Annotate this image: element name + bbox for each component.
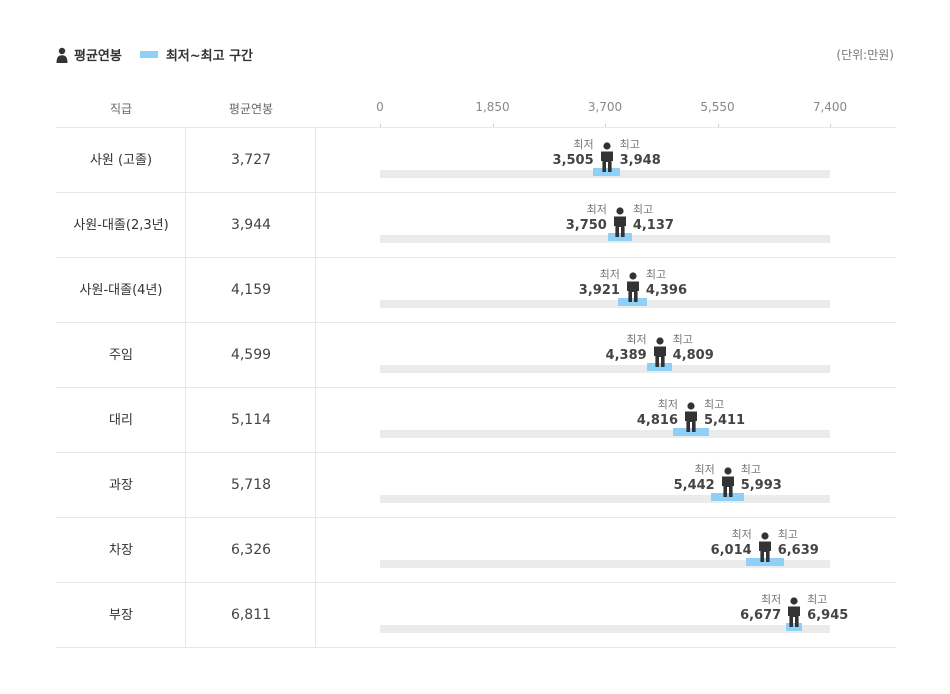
avg-salary-value: 3,727 bbox=[230, 152, 272, 168]
min-value-label: 최저 5,442 bbox=[673, 463, 715, 493]
x-tick-label: 1,850 bbox=[475, 100, 510, 114]
rank-label: 부장 bbox=[109, 608, 133, 623]
x-tick-mark bbox=[605, 124, 606, 128]
person-icon bbox=[612, 207, 628, 237]
column-divider bbox=[185, 128, 186, 648]
min-max-range-bar bbox=[710, 493, 745, 501]
unit-label: (단위:만원) bbox=[836, 48, 894, 62]
avg-salary-value: 6,811 bbox=[230, 607, 272, 623]
range-track bbox=[380, 235, 830, 243]
avg-salary-value: 4,159 bbox=[230, 282, 272, 298]
min-value-label: 최저 4,816 bbox=[636, 398, 678, 428]
min-value-label: 최저 3,750 bbox=[565, 203, 607, 233]
table-row: 사원 (고졸) 3,727 최저 3,505 최고 3,948 bbox=[56, 128, 896, 193]
min-max-range-bar bbox=[646, 363, 673, 371]
x-tick-label: 5,550 bbox=[700, 100, 735, 114]
row-divider bbox=[56, 517, 896, 518]
row-divider bbox=[56, 322, 896, 323]
person-icon bbox=[757, 532, 773, 562]
avg-salary-value: 5,718 bbox=[230, 477, 272, 493]
legend-range-label: 최저~최고 구간 bbox=[165, 49, 254, 64]
rank-label: 과장 bbox=[109, 478, 133, 493]
min-value-label: 최저 6,014 bbox=[710, 528, 752, 558]
min-max-range-bar bbox=[672, 428, 710, 436]
x-tick-mark bbox=[380, 124, 381, 128]
rank-label: 사원-대졸(2,3년) bbox=[73, 218, 169, 233]
rank-label: 대리 bbox=[109, 413, 133, 428]
min-value-label: 최저 4,389 bbox=[605, 333, 647, 363]
range-track bbox=[380, 300, 830, 308]
min-value-label: 최저 6,677 bbox=[740, 593, 782, 623]
x-tick-label: 7,400 bbox=[812, 100, 848, 114]
x-tick-label: 3,700 bbox=[587, 100, 623, 114]
range-track bbox=[380, 365, 830, 373]
min-value-label: 최저 3,505 bbox=[552, 138, 594, 168]
person-icon bbox=[720, 467, 736, 497]
person-icon bbox=[599, 142, 615, 172]
person-icon bbox=[786, 597, 802, 627]
column-divider bbox=[315, 128, 316, 648]
table-row: 주임 4,599 최저 4,389 최고 4,809 bbox=[56, 323, 896, 388]
table-row: 차장 6,326 최저 6,014 최고 6,639 bbox=[56, 518, 896, 583]
min-max-range-bar bbox=[593, 168, 621, 176]
range-track bbox=[380, 560, 830, 568]
rank-label: 사원-대졸(4년) bbox=[79, 283, 163, 298]
max-value-label: 최고 5,993 bbox=[740, 463, 782, 493]
row-divider bbox=[56, 192, 896, 193]
person-icon bbox=[683, 402, 699, 432]
range-track bbox=[380, 495, 830, 503]
table-row: 과장 5,718 최저 5,442 최고 5,993 bbox=[56, 453, 896, 518]
max-value-label: 최고 6,639 bbox=[777, 528, 819, 558]
rank-label: 사원 (고졸) bbox=[89, 153, 153, 168]
x-tick-mark bbox=[492, 124, 494, 128]
row-divider bbox=[56, 257, 896, 258]
avg-salary-value: 3,944 bbox=[230, 217, 272, 233]
avg-salary-value: 4,599 bbox=[230, 347, 272, 363]
person-icon bbox=[625, 272, 641, 302]
rank-label: 차장 bbox=[109, 543, 133, 558]
header-divider bbox=[56, 127, 896, 128]
max-value-label: 최고 3,948 bbox=[619, 138, 661, 168]
column-header-avg: 평균연봉 bbox=[228, 102, 274, 116]
table-row: 대리 5,114 최저 4,816 최고 5,411 bbox=[56, 388, 896, 453]
person-icon bbox=[652, 337, 668, 367]
min-max-range-bar bbox=[618, 298, 648, 306]
min-max-range-bar bbox=[608, 233, 632, 241]
legend: 평균연봉 최저~최고 구간 bbox=[56, 45, 253, 64]
avg-salary-value: 6,326 bbox=[230, 542, 272, 558]
row-divider bbox=[56, 387, 896, 388]
x-tick-label: 0 bbox=[376, 100, 384, 114]
column-header-rank: 직급 bbox=[109, 102, 133, 116]
table-row: 사원-대졸(4년) 4,159 최저 3,921 최고 4,396 bbox=[56, 258, 896, 323]
max-value-label: 최고 6,945 bbox=[807, 593, 849, 623]
avg-salary-value: 5,114 bbox=[230, 412, 272, 428]
min-value-label: 최저 3,921 bbox=[578, 268, 620, 298]
legend-range-swatch bbox=[139, 51, 158, 58]
legend-avg-label: 평균연봉 bbox=[74, 49, 122, 64]
max-value-label: 최고 4,137 bbox=[632, 203, 674, 233]
person-icon bbox=[56, 47, 68, 63]
min-max-range-bar bbox=[745, 558, 784, 566]
row-divider bbox=[56, 452, 896, 453]
range-track bbox=[380, 625, 830, 633]
rank-label: 주임 bbox=[109, 348, 133, 363]
range-track bbox=[380, 430, 830, 438]
max-value-label: 최고 5,411 bbox=[703, 398, 746, 428]
min-max-range-bar bbox=[786, 623, 803, 631]
x-tick-mark bbox=[830, 124, 831, 128]
x-tick-mark bbox=[717, 124, 719, 128]
max-value-label: 최고 4,396 bbox=[645, 268, 688, 298]
table-row: 부장 6,811 최저 6,677 최고 6,945 bbox=[56, 583, 896, 648]
row-divider bbox=[56, 647, 896, 648]
row-divider bbox=[56, 582, 896, 583]
max-value-label: 최고 4,809 bbox=[672, 333, 714, 363]
table-row: 사원-대졸(2,3년) 3,944 최저 3,750 최고 4,137 bbox=[56, 193, 896, 258]
